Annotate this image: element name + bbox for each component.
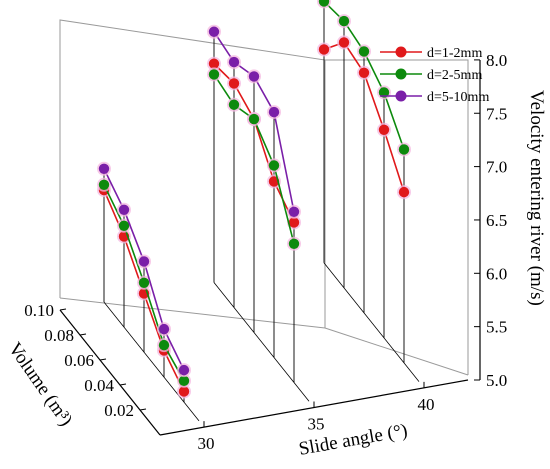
data-point xyxy=(208,26,220,37)
floor-back-edge xyxy=(59,297,326,329)
legend-label-d=1-2mm: d=1-2mm xyxy=(427,46,482,61)
volume-axis-line xyxy=(59,309,161,436)
floor-right-edge xyxy=(324,327,469,376)
angle-axis-line xyxy=(159,379,469,436)
data-point xyxy=(268,106,280,118)
velocity-tick-label: 6.0 xyxy=(486,264,507,283)
data-point xyxy=(98,179,110,190)
velocity-tick-label: 5.0 xyxy=(486,371,507,390)
data-point xyxy=(338,15,350,27)
data-point xyxy=(338,37,350,48)
data-point xyxy=(228,78,240,89)
legend-marker-d=2-5mm xyxy=(395,68,407,80)
volume-tick xyxy=(139,408,147,411)
data-point xyxy=(138,277,150,288)
velocity-tick-label: 6.5 xyxy=(486,211,507,230)
volume-tick xyxy=(99,358,107,361)
data-point xyxy=(208,69,220,80)
data-point xyxy=(358,67,370,78)
velocity-axis-title: Velocity entering river (m/s) xyxy=(526,90,547,306)
volume-tick xyxy=(79,333,87,336)
floor-grid xyxy=(103,262,420,422)
data-point xyxy=(318,0,330,7)
velocity-tick-label: 7.5 xyxy=(486,104,507,123)
legend-label-d=5-10mm: d=5-10mm xyxy=(427,90,489,105)
series-layer xyxy=(97,0,411,399)
data-point xyxy=(178,386,190,397)
data-point xyxy=(398,186,410,198)
data-point xyxy=(248,71,260,82)
angle-tick-label: 40 xyxy=(418,395,435,414)
data-point xyxy=(288,206,300,217)
volume-tick xyxy=(119,383,127,386)
data-point xyxy=(288,217,300,228)
drop-lines xyxy=(103,1,405,403)
ticks-layer: 0.02 0.04 0.06 0.08 0.10 30 35 40 5.0 5.5 6.0 6.5 7.… xyxy=(24,51,507,453)
velocity-tick-label: 8.0 xyxy=(486,51,507,70)
data-point xyxy=(358,46,370,57)
floor-line-30 xyxy=(103,301,200,422)
legend-marker-d=5-10mm xyxy=(395,90,407,102)
floor-line-40 xyxy=(323,262,420,382)
volume-tick-label: 0.10 xyxy=(24,301,54,320)
volume-tick-label: 0.02 xyxy=(104,401,134,420)
data-point xyxy=(118,220,130,231)
volume-tick-label: 0.04 xyxy=(84,376,114,395)
volume-tick-label: 0.06 xyxy=(64,351,94,370)
data-point xyxy=(98,163,110,174)
chart-frame xyxy=(59,19,469,376)
data-point xyxy=(138,256,150,267)
series-d=2-5mm xyxy=(97,0,411,388)
data-point xyxy=(158,323,170,335)
volume-tick-label: 0.08 xyxy=(44,326,74,345)
data-point xyxy=(318,44,330,55)
legend-label-d=2-5mm: d=2-5mm xyxy=(427,68,482,83)
series-d=5-10mm xyxy=(97,24,301,378)
data-point xyxy=(398,144,410,155)
data-point xyxy=(288,238,300,249)
right-back-wall xyxy=(325,59,469,375)
data-point xyxy=(118,204,130,215)
angle-tick-label: 30 xyxy=(198,434,215,453)
data-point xyxy=(178,375,190,386)
velocity-tick-label: 5.5 xyxy=(486,318,507,337)
velocity-tick-label: 7.0 xyxy=(486,158,507,177)
data-point xyxy=(378,87,390,98)
legend: d=1-2mm d=2-5mm d=5-10mm xyxy=(380,46,489,105)
data-point xyxy=(268,160,280,171)
data-point xyxy=(228,56,240,68)
volume-tick xyxy=(59,308,67,311)
data-point xyxy=(228,99,240,110)
floor-line-35 xyxy=(213,282,310,402)
legend-marker-d=1-2mm xyxy=(395,46,407,58)
data-point xyxy=(178,364,190,376)
angle-tick-label: 35 xyxy=(308,414,325,433)
data-point xyxy=(158,339,170,351)
data-point xyxy=(248,113,260,125)
left-back-wall xyxy=(59,19,326,328)
data-point xyxy=(208,58,220,69)
data-point xyxy=(378,124,390,135)
